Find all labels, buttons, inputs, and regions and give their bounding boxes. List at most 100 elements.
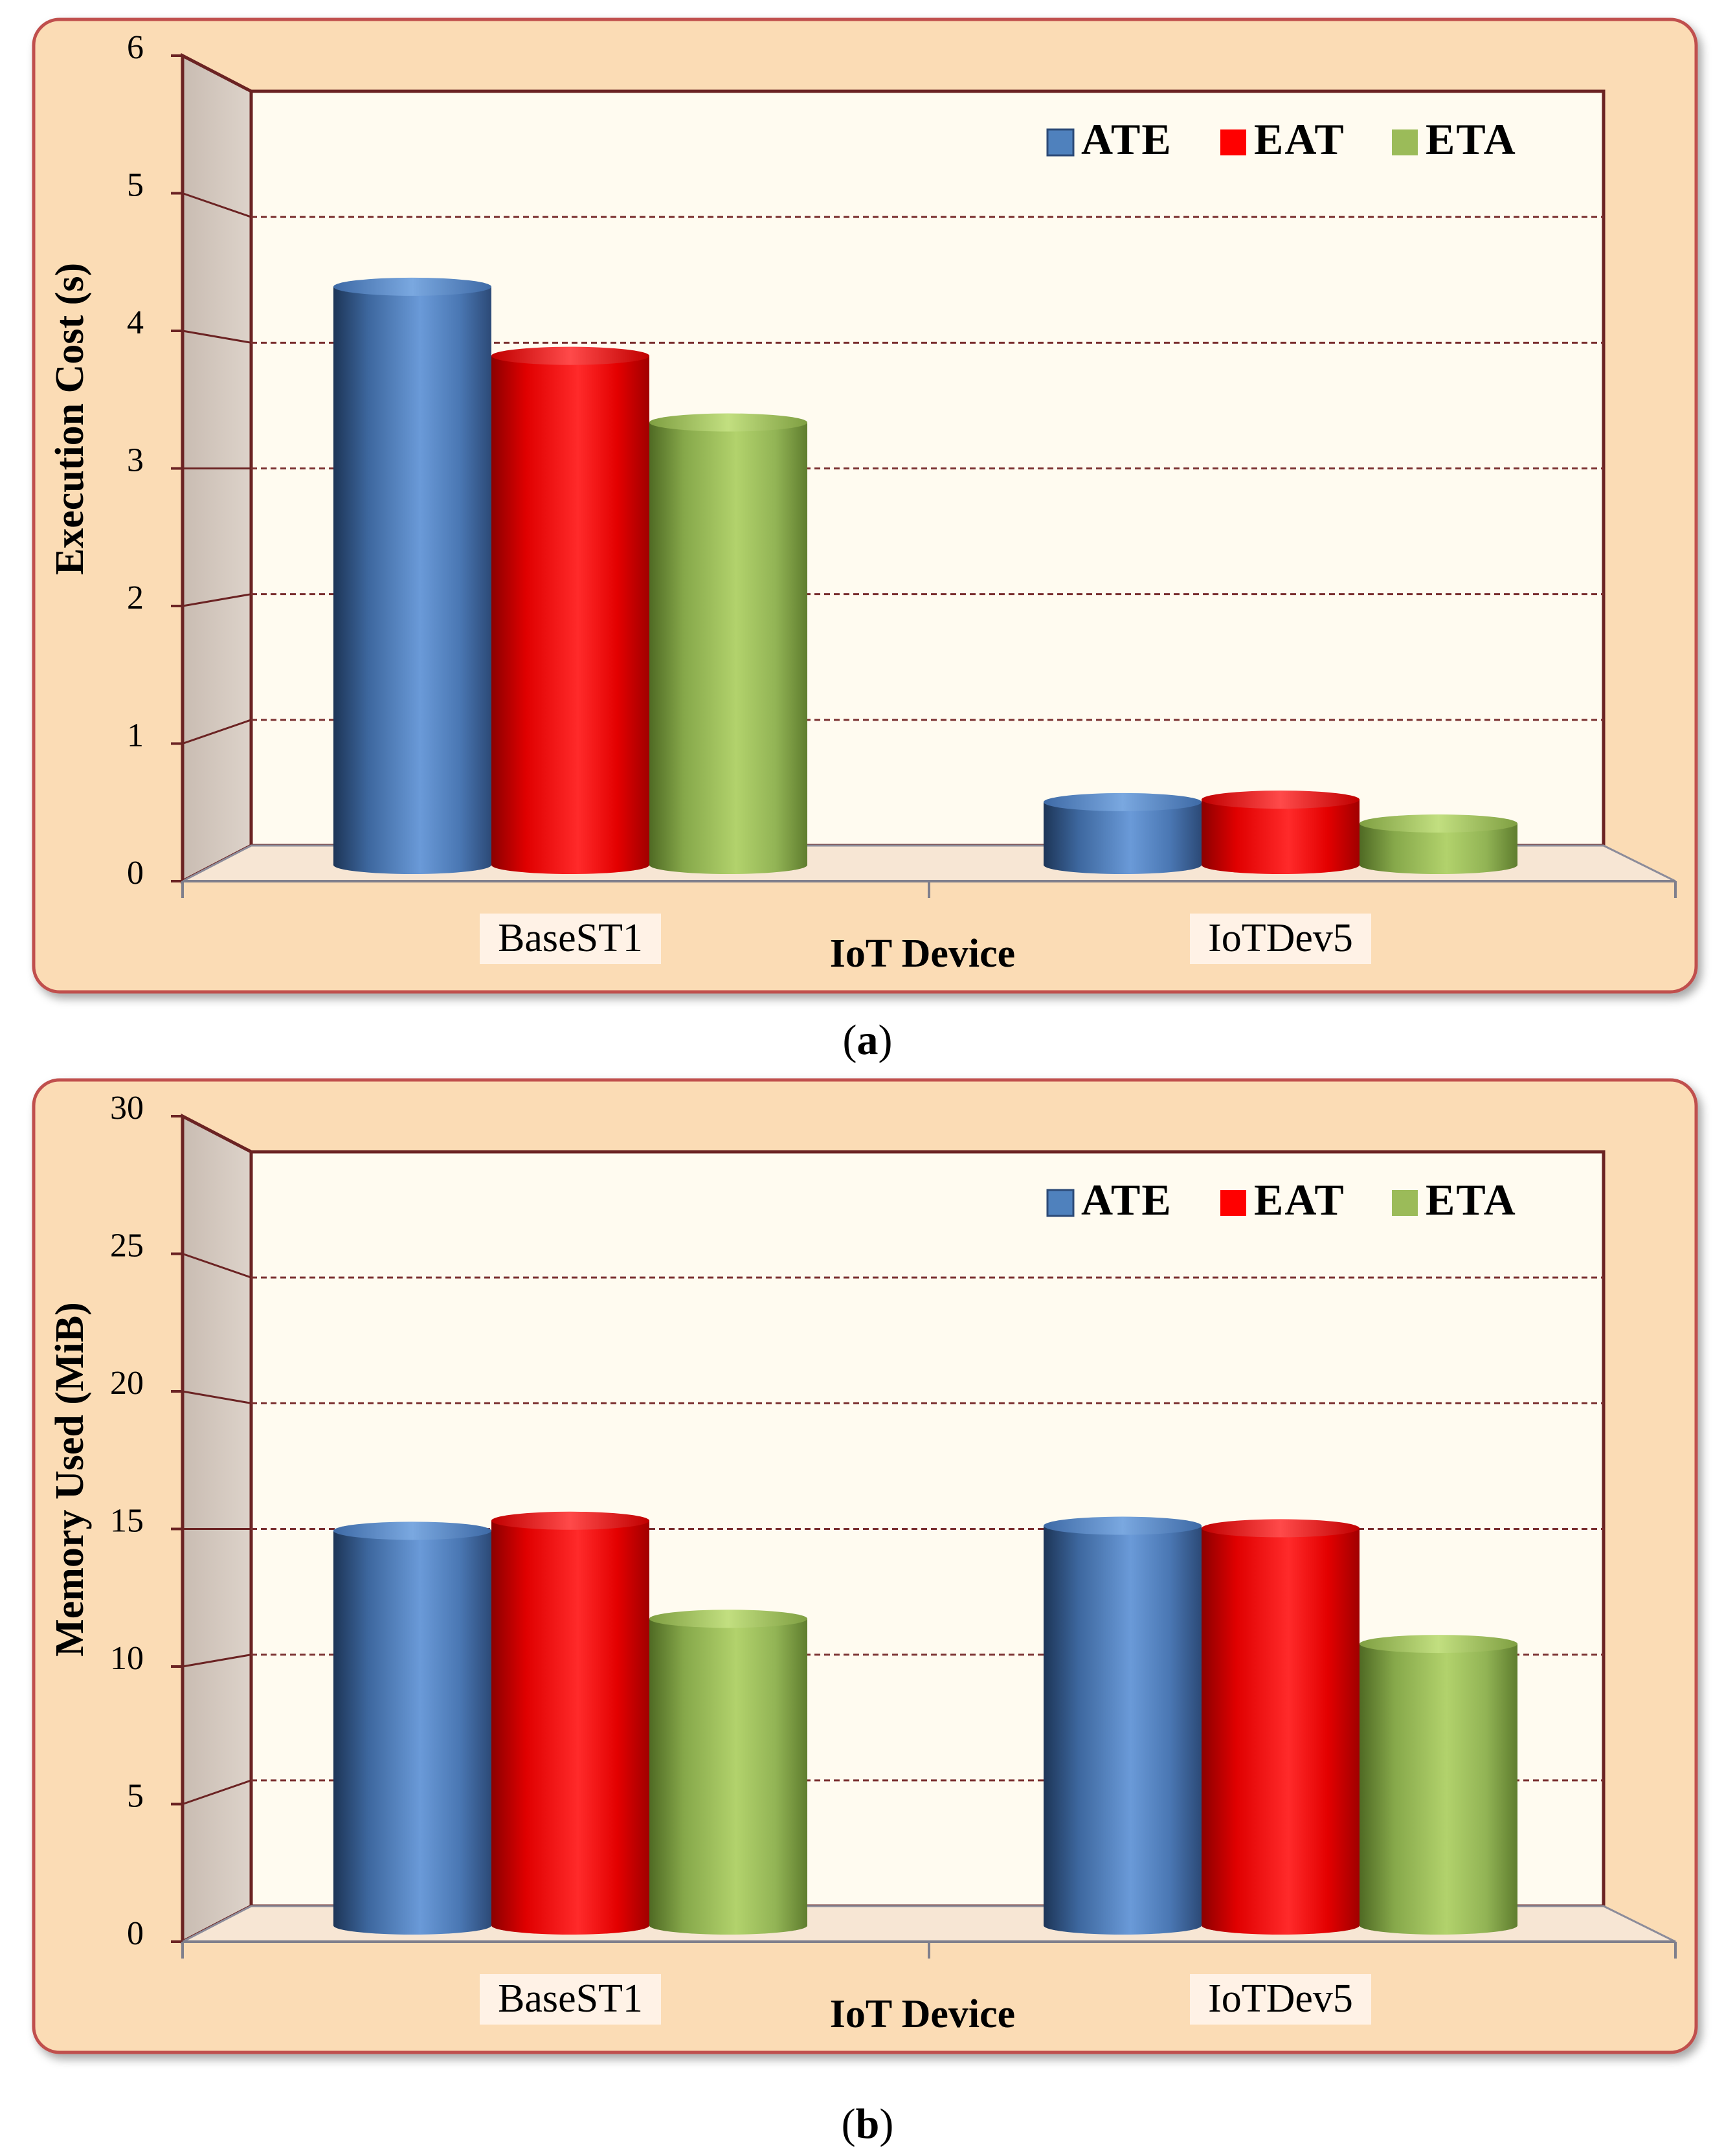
legend-label: ATE — [1081, 115, 1172, 164]
legend: ATE EAT ETA — [1046, 1175, 1517, 1224]
x-axis-title: IoT Device — [830, 932, 1015, 976]
bar-top — [491, 1511, 649, 1530]
side-tick-line — [182, 1654, 252, 1668]
chart-panel-b: 0 5 10 15 20 25 30 BaseST1 IoTDev5 IoT Device Memo… — [32, 1078, 1698, 2054]
side-tick-line — [182, 330, 252, 344]
legend-item-eta: ETA — [1392, 115, 1517, 164]
y-tick-label: 20 — [110, 1365, 144, 1402]
bar-body — [491, 355, 649, 874]
y-tick-label: 15 — [110, 1503, 144, 1540]
legend-swatch — [1046, 128, 1075, 157]
legend-item-eat: EAT — [1220, 1175, 1345, 1224]
y-tick-label: 0 — [127, 855, 144, 892]
bar-body — [1202, 1528, 1360, 1935]
bar-top — [491, 346, 649, 365]
panel-label-part: a — [857, 1016, 879, 1064]
category-label-bg — [480, 1974, 661, 2025]
bar-body — [1360, 823, 1517, 874]
bar-top — [333, 1522, 491, 1540]
bar-eta-basest1 — [649, 1610, 807, 1935]
bar-body — [1044, 1525, 1202, 1935]
y-tick-label: 6 — [127, 29, 144, 66]
category-label: BaseST1 — [498, 1977, 643, 2021]
category-label-bg — [1190, 1974, 1371, 2025]
bar-ate-basest1 — [333, 1522, 491, 1935]
bar-eta-iotdev5 — [1360, 1635, 1517, 1935]
y-axis-title: Memory Used (MiB) — [48, 1302, 92, 1657]
bar-top — [333, 277, 491, 296]
bar-body — [1044, 802, 1202, 874]
legend-swatch — [1046, 1189, 1075, 1217]
legend-label: EAT — [1254, 1175, 1345, 1224]
legend-swatch — [1220, 129, 1246, 155]
legend-item-eat: EAT — [1220, 115, 1345, 164]
panel-label-part: b — [856, 2100, 880, 2148]
y-tick-label: 0 — [127, 1915, 144, 1952]
side-tick-line — [182, 1779, 252, 1805]
legend-swatch — [1220, 1190, 1246, 1216]
legend-item-ate: ATE — [1046, 1175, 1172, 1224]
bar-top — [1044, 792, 1202, 811]
side-tick-line — [182, 192, 252, 218]
y-tick-label: 5 — [127, 167, 144, 204]
bar-top — [1202, 1519, 1360, 1538]
category-label-bg — [480, 914, 661, 964]
y-tick-label: 4 — [127, 304, 144, 341]
bar-top — [1202, 791, 1360, 809]
bar-body — [491, 1520, 649, 1935]
legend-label: ETA — [1426, 115, 1517, 164]
panel-label-a: (a) — [843, 1016, 893, 1064]
bar-eat-iotdev5 — [1202, 791, 1360, 874]
side-tick-line — [182, 1390, 252, 1404]
bar-eat-iotdev5 — [1202, 1519, 1360, 1935]
bar-ate-basest1 — [333, 277, 491, 874]
y-tick-label: 5 — [127, 1778, 144, 1815]
bar-body — [333, 286, 491, 874]
category-label: IoTDev5 — [1208, 916, 1353, 960]
y-tick-label: 1 — [127, 717, 144, 754]
panel-label-b: (b) — [842, 2100, 894, 2148]
bar-eta-basest1 — [649, 413, 807, 874]
legend-swatch — [1392, 129, 1418, 155]
y-tick-label: 30 — [110, 1090, 144, 1127]
side-tick-line — [182, 1115, 252, 1153]
side-tick-line — [182, 593, 252, 607]
category-label: BaseST1 — [498, 916, 643, 960]
panel-label-part: ) — [879, 1016, 893, 1064]
bar-eat-basest1 — [491, 1511, 649, 1935]
bar-top — [1044, 1516, 1202, 1535]
panel-label-part: ( — [843, 1016, 857, 1064]
y-tick-label: 2 — [127, 579, 144, 616]
bar-body — [1202, 800, 1360, 874]
legend-label: ATE — [1081, 1175, 1172, 1224]
bar-ate-iotdev5 — [1044, 1516, 1202, 1935]
bar-top — [649, 413, 807, 432]
legend: ATE EAT ETA — [1046, 115, 1517, 164]
bar-top — [1360, 814, 1517, 833]
bar-eta-iotdev5 — [1360, 814, 1517, 874]
category-label-bg — [1190, 914, 1371, 964]
bar-body — [1360, 1644, 1517, 1935]
category-label: IoTDev5 — [1208, 1977, 1353, 2021]
bar-eat-basest1 — [491, 346, 649, 874]
y-tick-label: 25 — [110, 1228, 144, 1264]
y-tick-label: 3 — [127, 442, 144, 479]
bar-body — [649, 422, 807, 874]
y-tick-label: 10 — [110, 1640, 144, 1677]
y-axis-title: Execution Cost (s) — [48, 263, 92, 575]
panel-label-part: ) — [879, 2100, 893, 2148]
bar-body — [649, 1619, 807, 1935]
legend-label: EAT — [1254, 115, 1345, 164]
bar-top — [649, 1610, 807, 1628]
legend-item-eta: ETA — [1392, 1175, 1517, 1224]
bar-body — [333, 1531, 491, 1935]
legend-label: ETA — [1426, 1175, 1517, 1224]
side-tick-line — [182, 719, 252, 745]
bar-ate-iotdev5 — [1044, 792, 1202, 874]
x-axis-title: IoT Device — [830, 1992, 1015, 2036]
panel-label-part: ( — [842, 2100, 856, 2148]
legend-item-ate: ATE — [1046, 115, 1172, 164]
bar-top — [1360, 1635, 1517, 1654]
legend-swatch — [1392, 1190, 1418, 1216]
